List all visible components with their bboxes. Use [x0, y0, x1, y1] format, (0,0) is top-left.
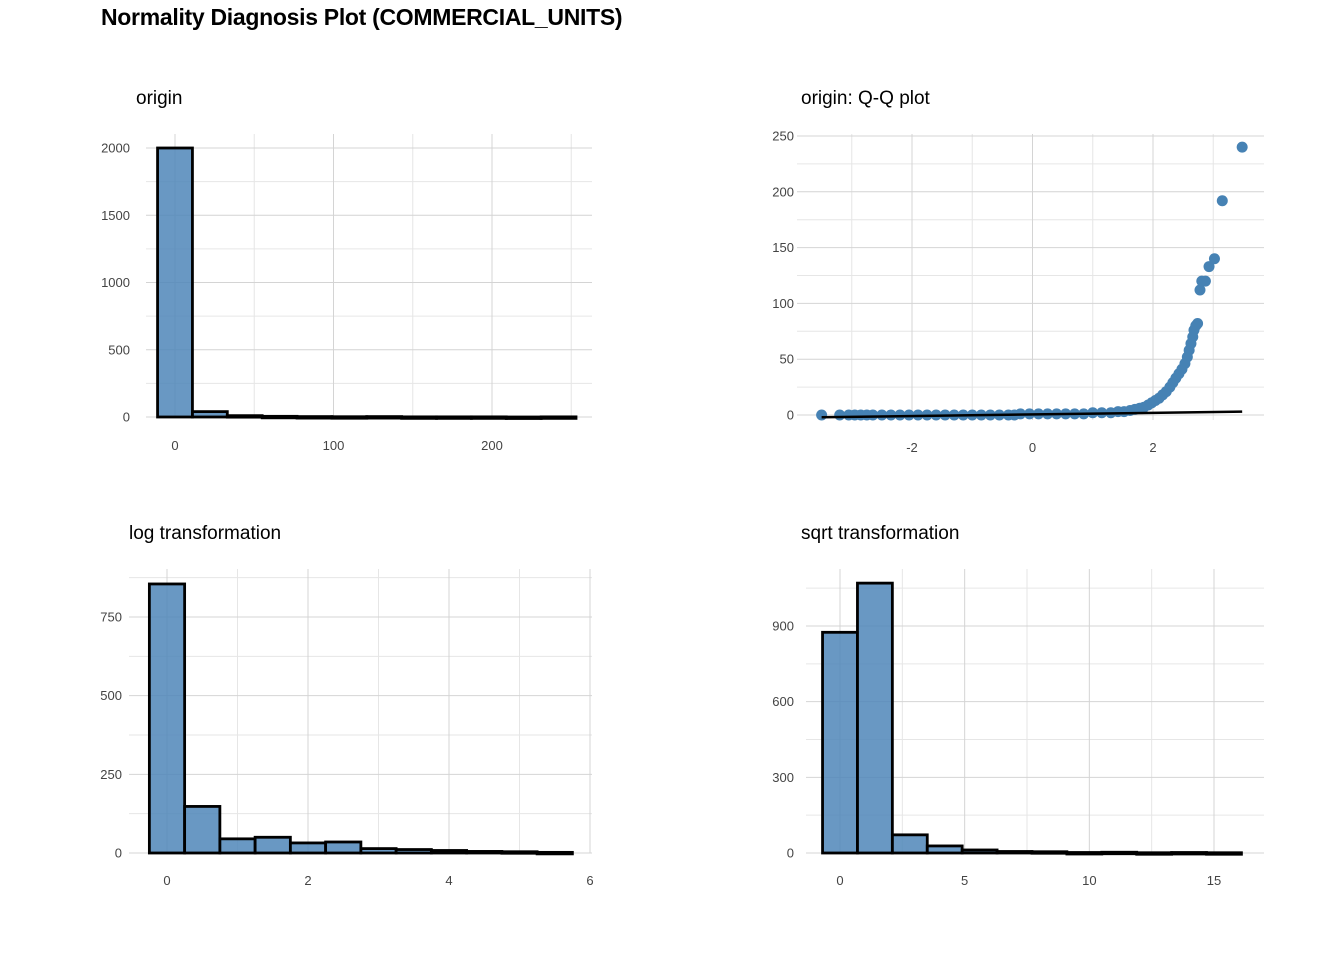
log-y-tick-label: 250	[100, 767, 122, 782]
sqrt-histogram-bar	[821, 630, 859, 855]
qq-point	[1194, 284, 1206, 296]
origin-y-tick-label: 1500	[101, 208, 130, 223]
log-histogram-bar	[147, 582, 187, 855]
sqrt-histogram-bar	[1205, 851, 1243, 856]
qq-y-tick-label: 200	[772, 184, 794, 199]
qq-y-tick-label: 250	[772, 129, 794, 144]
origin-y-tick-label: 500	[108, 342, 130, 357]
origin-histogram-bar	[539, 415, 578, 420]
sqrt-chart: 0 300 600 900 0 5 10 15 sqrt transformation	[772, 523, 1264, 888]
qq-point	[1208, 253, 1220, 265]
qq-point	[1199, 275, 1211, 287]
log-panel-title: log transformation	[129, 523, 281, 544]
sqrt-x-tick-label: 15	[1207, 873, 1221, 888]
qq-panel-title: origin: Q-Q plot	[801, 88, 931, 109]
qq-point	[885, 409, 897, 421]
log-histogram-bar	[288, 841, 328, 855]
log-histogram-bar	[429, 849, 469, 855]
sqrt-panel-title: sqrt transformation	[801, 523, 959, 544]
log-histogram-bar	[535, 850, 574, 856]
log-chart: 0 250 500 750 0 2 4 6 log transformation	[100, 523, 593, 888]
sqrt-y-tick-label: 600	[772, 694, 794, 709]
qq-x-tick-label: -2	[906, 440, 918, 455]
sqrt-histogram-bar	[1170, 851, 1208, 856]
log-histogram-bar	[218, 837, 257, 855]
log-x-tick-label: 6	[586, 873, 593, 888]
log-y-tick-label: 0	[115, 846, 122, 861]
qq-y-tick-label: 150	[772, 240, 794, 255]
qq-y-tick-label: 0	[787, 408, 794, 423]
qq-point	[1236, 141, 1248, 153]
origin-histogram-bar	[191, 410, 229, 419]
page-title: Normality Diagnosis Plot (COMMERCIAL_UNI…	[101, 4, 623, 30]
log-histogram-bar	[465, 850, 504, 855]
origin-histogram-bar	[400, 415, 438, 420]
log-histogram-bar	[394, 848, 433, 855]
qq-point	[1216, 195, 1228, 207]
log-histogram-bar	[359, 847, 398, 855]
log-x-tick-label: 4	[445, 873, 452, 888]
sqrt-histogram-bar	[1135, 851, 1174, 856]
sqrt-x-tick-label: 0	[836, 873, 843, 888]
origin-histogram-bar	[330, 415, 369, 420]
sqrt-histogram-bar	[960, 848, 999, 855]
sqrt-histogram-bar	[1065, 851, 1104, 856]
origin-histogram-bar	[295, 415, 334, 420]
qq-y-tick-label: 50	[780, 352, 794, 367]
sqrt-y-tick-label: 900	[772, 619, 794, 634]
log-y-tick-label: 750	[100, 610, 122, 625]
qq-x-tick-label: 0	[1029, 440, 1036, 455]
qq-reference-line	[821, 410, 1243, 419]
sqrt-x-tick-label: 5	[961, 873, 968, 888]
origin-histogram-bar	[365, 415, 404, 420]
origin-histogram-bar	[156, 146, 194, 419]
origin-histogram-bar	[469, 415, 508, 420]
sqrt-histogram-bar	[925, 844, 964, 855]
origin-x-tick-label: 0	[171, 438, 178, 453]
origin-histogram-bar	[260, 414, 299, 420]
sqrt-histogram-bar	[1100, 850, 1139, 856]
log-histogram-bar	[183, 805, 222, 855]
qq-x-tick-label: 2	[1149, 440, 1156, 455]
origin-histogram-bar	[435, 415, 473, 420]
sqrt-y-tick-label: 300	[772, 770, 794, 785]
origin-y-tick-label: 2000	[101, 141, 130, 156]
qq-point	[816, 409, 828, 421]
qq-chart: 0 50 100 150 200 250 -2 0 2 origin: Q-Q plot	[772, 88, 1264, 455]
log-histogram-bar	[500, 850, 539, 855]
log-x-tick-label: 2	[304, 873, 311, 888]
sqrt-histogram-bar	[995, 850, 1034, 855]
origin-histogram-bar	[225, 414, 264, 419]
origin-panel-title: origin	[136, 88, 182, 109]
origin-chart: 0 500 1000 1500 2000 0 100 200 origin	[101, 88, 592, 453]
log-y-tick-label: 500	[100, 688, 122, 703]
origin-histogram-bar	[504, 415, 543, 420]
log-x-tick-label: 0	[163, 873, 170, 888]
sqrt-y-tick-label: 0	[787, 846, 794, 861]
origin-y-tick-label: 1000	[101, 275, 130, 290]
qq-point	[1192, 317, 1204, 329]
log-histogram-bar	[253, 835, 292, 855]
qq-point	[1203, 261, 1215, 273]
log-histogram-bar	[324, 840, 363, 855]
qq-y-tick-label: 100	[772, 296, 794, 311]
sqrt-x-tick-label: 10	[1082, 873, 1096, 888]
sqrt-histogram-bar	[856, 581, 894, 855]
sqrt-histogram-bar	[1030, 850, 1069, 855]
origin-x-tick-label: 200	[481, 438, 503, 453]
qq-point	[876, 409, 888, 421]
origin-y-tick-label: 0	[123, 410, 130, 425]
origin-x-tick-label: 100	[323, 438, 345, 453]
sqrt-histogram-bar	[890, 833, 929, 855]
